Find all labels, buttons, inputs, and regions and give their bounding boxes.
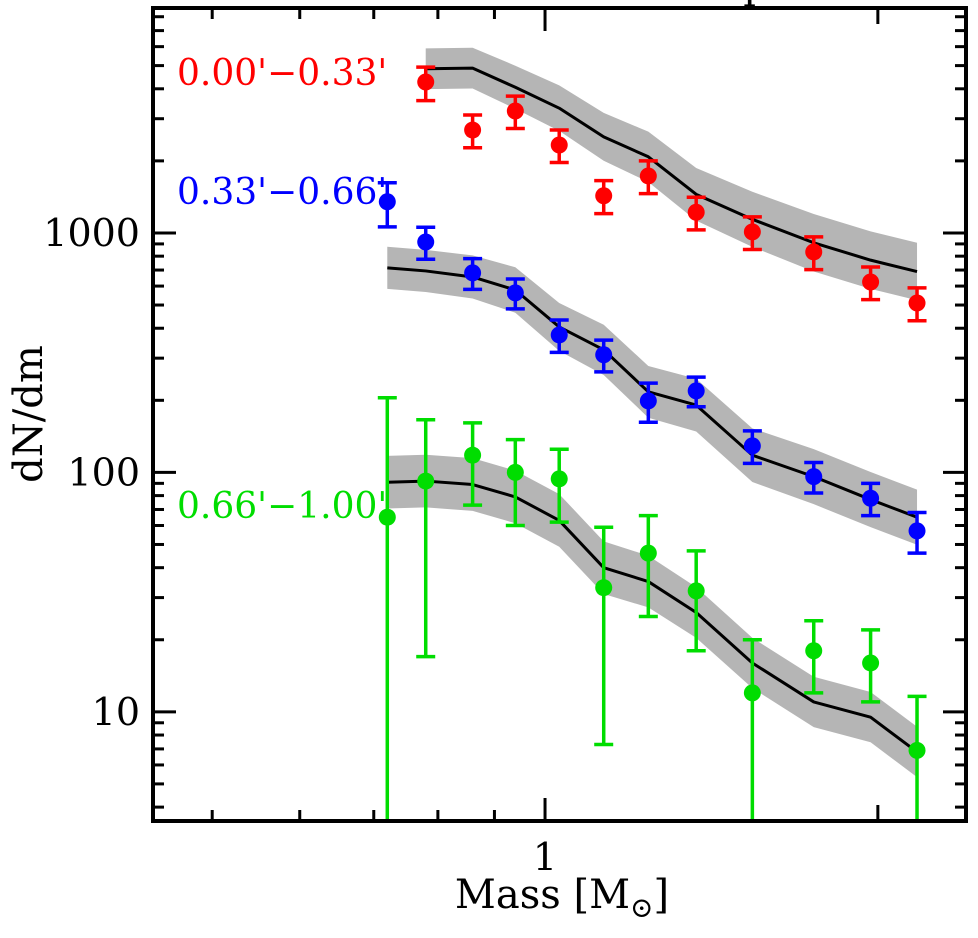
data-point <box>550 136 568 154</box>
series-points-annulus-000-033 <box>416 65 927 323</box>
series-points-annulus-066-100 <box>377 395 927 821</box>
data-point <box>506 284 524 302</box>
data-point <box>687 382 705 400</box>
y-tick-label-100: 100 <box>67 450 140 494</box>
title-fragment: p <box>743 0 769 8</box>
data-point <box>743 684 761 702</box>
data-point <box>862 489 880 507</box>
data-point <box>417 73 435 91</box>
data-point <box>417 472 435 490</box>
data-point <box>639 167 657 185</box>
data-point <box>862 654 880 672</box>
data-point <box>595 346 613 364</box>
data-point <box>506 102 524 120</box>
data-point <box>805 468 823 486</box>
model-line-annulus-000-033 <box>425 66 918 273</box>
data-point <box>417 233 435 251</box>
x-axis-label: Mass [M⊙] <box>455 872 669 924</box>
x-tick-label-1: 1 <box>533 835 557 879</box>
data-point <box>805 243 823 261</box>
data-point <box>464 264 482 282</box>
uncertainty-band-annulus-066-100 <box>387 454 918 778</box>
y-axis-label: dN/dm <box>6 345 52 483</box>
data-point <box>743 437 761 455</box>
plot-frame <box>151 6 968 823</box>
data-point <box>639 544 657 562</box>
y-tick-label-10: 10 <box>92 690 140 734</box>
legend-label-annulus-000-033: 0.00'−0.33' <box>177 53 387 94</box>
data-point <box>378 508 396 526</box>
data-point <box>595 187 613 205</box>
model-line-annulus-066-100 <box>387 479 918 754</box>
plot-data-layer <box>377 47 927 821</box>
series-points-annulus-033-066 <box>377 181 927 555</box>
data-point <box>908 522 926 540</box>
y-tick-label-1000: 1000 <box>43 211 140 255</box>
data-point <box>378 193 396 211</box>
data-point <box>805 642 823 660</box>
legend-label-annulus-033-066: 0.33'−0.66' <box>177 172 387 213</box>
data-point <box>743 223 761 241</box>
data-point <box>639 392 657 410</box>
data-point <box>464 121 482 139</box>
data-point <box>687 203 705 221</box>
data-point <box>464 446 482 464</box>
data-point <box>687 582 705 600</box>
legend-label-annulus-066-100: 0.66'−1.00' <box>177 486 387 527</box>
data-point <box>908 741 926 759</box>
data-point <box>908 294 926 312</box>
data-point <box>550 470 568 488</box>
data-point <box>862 273 880 291</box>
axis-ticks <box>153 8 966 821</box>
data-point <box>506 463 524 481</box>
data-point <box>550 326 568 344</box>
data-point <box>595 579 613 597</box>
